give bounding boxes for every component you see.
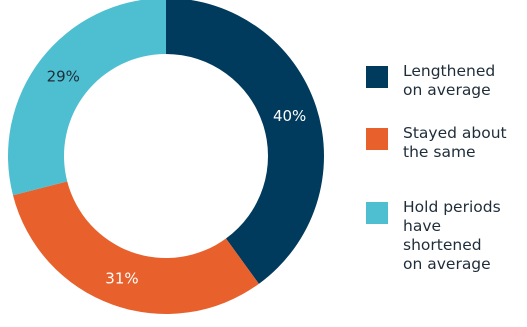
legend-line: on average	[403, 81, 491, 99]
legend-item-shortened: Hold periods have shortened on average	[366, 198, 523, 274]
slices-layer	[8, 0, 324, 314]
legend-label-lengthened: Lengthened on average	[403, 62, 523, 100]
legend-line: Stayed about	[403, 124, 507, 142]
legend-line: on average	[403, 255, 491, 273]
legend-label-stayed-same: Stayed about the same	[403, 124, 523, 162]
donut-slice-0	[166, 0, 324, 284]
donut-slice-1	[12, 181, 259, 314]
legend-item-lengthened: Lengthened on average	[366, 62, 523, 100]
legend-swatch-stayed-same	[366, 128, 388, 150]
slice-value-label-1: 31%	[105, 269, 138, 287]
legend-swatch-lengthened	[366, 66, 388, 88]
legend-item-stayed-same: Stayed about the same	[366, 124, 523, 162]
legend-line: the same	[403, 143, 476, 161]
legend-swatch-shortened	[366, 202, 388, 224]
legend-label-shortened: Hold periods have shortened on average	[403, 198, 523, 274]
legend-line: have shortened	[403, 217, 482, 254]
slice-value-label-0: 40%	[273, 107, 306, 125]
legend-line: Hold periods	[403, 198, 501, 216]
donut-slice-2	[8, 0, 166, 196]
slice-value-label-2: 29%	[47, 67, 80, 85]
slice-labels-layer: 40% 31% 29%	[47, 67, 307, 287]
legend-line: Lengthened	[403, 62, 496, 80]
